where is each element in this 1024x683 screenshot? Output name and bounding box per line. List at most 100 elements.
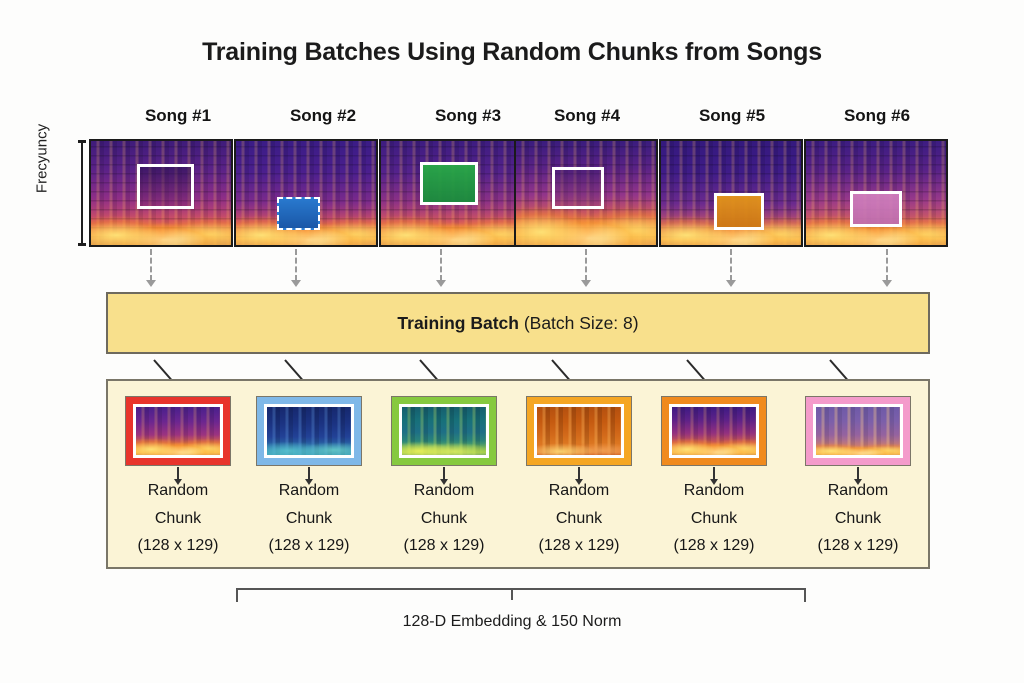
- chunk-caption-line2: Chunk: [834, 509, 882, 527]
- chunk-image: [816, 407, 900, 455]
- connector-song-5: [730, 249, 732, 281]
- chunk-thumbnail-6[interactable]: [805, 396, 911, 466]
- chunk-energy-band: [402, 436, 486, 455]
- chunk-caption-line1: Random: [147, 482, 209, 499]
- song-label-3: Song #3: [434, 106, 502, 125]
- selection-box-song-4[interactable]: [552, 167, 604, 209]
- chunk-to-caption-arrow-3: [440, 467, 448, 485]
- selection-box-song-5[interactable]: [714, 193, 764, 230]
- chunk-image: [672, 407, 756, 455]
- chunk-caption-line2: Chunk: [555, 509, 603, 527]
- chunk-energy-band: [537, 439, 621, 455]
- connector-arrow-song-3: [436, 280, 446, 287]
- chunk-caption-line2: Chunk: [285, 509, 333, 527]
- connector-arrow-song-4: [581, 280, 591, 287]
- chunk-to-caption-arrow-4: [575, 467, 583, 485]
- chunk-image: [267, 407, 351, 455]
- connector-arrow-song-1: [146, 280, 156, 287]
- connector-song-4: [585, 249, 587, 281]
- chunk-caption-line2: Chunk: [690, 509, 738, 527]
- selection-fill: [279, 199, 318, 228]
- chunks-panel: [106, 379, 930, 569]
- spectrogram-energy-band: [91, 209, 231, 245]
- chunk-inner-frame: [534, 404, 624, 458]
- song-label-1: Song #1: [144, 106, 212, 125]
- connector-song-3: [440, 249, 442, 281]
- chunk-inner-frame: [813, 404, 903, 458]
- connector-arrow-song-6: [882, 280, 892, 287]
- song-label-4: Song #4: [553, 106, 621, 125]
- song-label-6: Song #6: [843, 106, 911, 125]
- connector-song-6: [886, 249, 888, 281]
- chunk-caption-1: Random Chunk (128 x 129): [103, 477, 253, 560]
- chunk-inner-frame: [264, 404, 354, 458]
- connector-arrow-song-5: [726, 280, 736, 287]
- spectrogram-song-2[interactable]: [234, 139, 378, 247]
- frequency-axis-bar: [78, 140, 86, 246]
- spectrogram-song-6[interactable]: [804, 139, 948, 247]
- chunk-caption-line1: Random: [548, 482, 610, 499]
- connector-arrow-song-2: [291, 280, 301, 287]
- chunk-caption-line1: Random: [278, 482, 340, 499]
- training-batch-title: Training Batch: [397, 312, 519, 333]
- song-label-2: Song #2: [289, 106, 357, 125]
- embedding-bracket-tick: [511, 588, 513, 600]
- song-label-5: Song #5: [698, 106, 766, 125]
- selection-box-song-1[interactable]: [137, 164, 194, 209]
- chunk-energy-band: [672, 434, 756, 455]
- spectrogram-song-4[interactable]: [514, 139, 658, 247]
- chunk-caption-2: Random Chunk (128 x 129): [234, 477, 384, 560]
- chunk-caption-line3: (128 x 129): [403, 537, 485, 555]
- connector-song-1: [150, 249, 152, 281]
- page-title: Training Batches Using Random Chunks fro…: [202, 38, 822, 66]
- chunk-image: [537, 407, 621, 455]
- chunk-thumbnail-4[interactable]: [526, 396, 632, 466]
- chunk-caption-line2: Chunk: [154, 509, 202, 527]
- selection-fill: [555, 170, 601, 206]
- chunk-inner-frame: [399, 404, 489, 458]
- selection-fill: [717, 196, 761, 227]
- chunk-caption-line3: (128 x 129): [538, 537, 620, 555]
- chunk-energy-band: [267, 438, 351, 455]
- spectrogram-song-3[interactable]: [379, 139, 523, 247]
- chunk-caption-line2: Chunk: [420, 509, 468, 527]
- chunk-caption-line3: (128 x 129): [817, 537, 899, 555]
- chunk-caption-line1: Random: [683, 482, 745, 499]
- chunk-thumbnail-5[interactable]: [661, 396, 767, 466]
- chunk-to-caption-arrow-2: [305, 467, 313, 485]
- chunk-thumbnail-1[interactable]: [125, 396, 231, 466]
- frequency-axis-label: Frecyuncy: [33, 123, 51, 194]
- selection-fill: [423, 165, 475, 202]
- chunk-inner-frame: [669, 404, 759, 458]
- chunk-to-caption-arrow-1: [174, 467, 182, 485]
- spectrogram-song-5[interactable]: [659, 139, 803, 247]
- selection-box-song-6[interactable]: [850, 191, 902, 227]
- chunk-caption-line1: Random: [413, 482, 475, 499]
- chunk-energy-band: [816, 440, 900, 455]
- embedding-caption: 128-D Embedding & 150 Norm: [402, 613, 622, 630]
- chunk-caption-line3: (128 x 129): [673, 537, 755, 555]
- chunk-image: [136, 407, 220, 455]
- training-batch-size: (Batch Size: 8): [518, 312, 639, 333]
- training-batch-bar[interactable]: Training Batch (Batch Size: 8): [106, 292, 930, 354]
- chunk-energy-band: [136, 434, 220, 455]
- chunk-to-caption-arrow-5: [710, 467, 718, 485]
- embedding-bracket: [236, 588, 806, 602]
- selection-fill: [853, 194, 899, 224]
- spectrogram-song-1[interactable]: [89, 139, 233, 247]
- training-batch-label: Training Batch (Batch Size: 8): [397, 313, 638, 334]
- chunk-inner-frame: [133, 404, 223, 458]
- selection-box-song-2[interactable]: [277, 197, 320, 230]
- chunk-thumbnail-3[interactable]: [391, 396, 497, 466]
- chunk-caption-3: Random Chunk (128 x 129): [369, 477, 519, 560]
- selection-fill: [140, 167, 191, 206]
- chunk-thumbnail-2[interactable]: [256, 396, 362, 466]
- connector-song-2: [295, 249, 297, 281]
- chunk-caption-6: Random Chunk (128 x 129): [783, 477, 933, 560]
- spectrogram-energy-band: [381, 209, 521, 245]
- chunk-caption-line1: Random: [827, 482, 889, 499]
- chunk-caption-4: Random Chunk (128 x 129): [504, 477, 654, 560]
- selection-box-song-3[interactable]: [420, 162, 478, 205]
- chunk-image: [402, 407, 486, 455]
